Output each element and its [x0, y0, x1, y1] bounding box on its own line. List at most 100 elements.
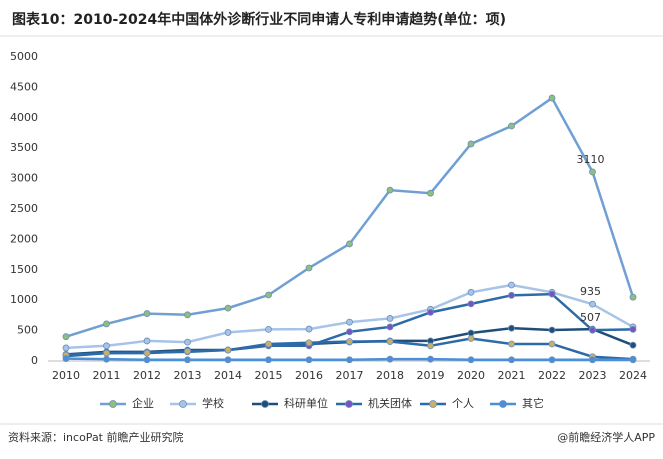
point: [62, 333, 70, 341]
point: [548, 356, 556, 364]
point: [184, 356, 191, 364]
point: [224, 304, 232, 312]
x-tick-label: 2022: [538, 369, 566, 382]
point: [224, 346, 232, 354]
point: [467, 335, 475, 342]
y-tick-label: 4000: [10, 111, 38, 124]
credit: @前瞻经济学人APP: [557, 430, 655, 444]
point: [467, 300, 475, 308]
legend-label: 其它: [522, 396, 544, 410]
point: [508, 122, 515, 130]
y-tick-label: 2500: [10, 202, 38, 215]
point: [467, 288, 475, 296]
point: [143, 356, 151, 364]
point: [346, 240, 353, 248]
y-tick-label: 500: [17, 324, 38, 337]
x-tick-label: 2017: [336, 369, 364, 382]
data-label: 507: [580, 311, 601, 324]
x-tick-label: 2014: [214, 369, 242, 382]
legend-label: 个人: [452, 397, 474, 410]
point: [508, 324, 515, 332]
point: [589, 326, 596, 334]
point: [548, 340, 556, 348]
y-tick-label: 3500: [10, 141, 38, 154]
point: [508, 281, 515, 289]
point: [386, 315, 394, 322]
point: [184, 347, 191, 355]
x-tick-label: 2012: [133, 369, 161, 382]
y-tick-label: 1000: [10, 293, 38, 306]
x-tick-label: 2021: [498, 369, 526, 382]
point: [386, 323, 394, 331]
point: [305, 264, 313, 272]
point: [143, 349, 151, 357]
x-tick-label: 2010: [52, 369, 80, 382]
point: [265, 291, 272, 299]
point: [629, 325, 637, 333]
point: [265, 356, 272, 364]
point: [548, 326, 556, 334]
point: [62, 355, 70, 362]
point: [103, 342, 110, 350]
point: [386, 338, 394, 345]
legend-marker: [345, 400, 353, 408]
y-tick-label: 1500: [10, 263, 38, 276]
point: [629, 293, 637, 301]
point: [386, 186, 394, 194]
legend-marker: [109, 400, 117, 408]
y-tick-label: 0: [31, 354, 38, 367]
data-label: 935: [580, 285, 601, 298]
point: [62, 344, 70, 352]
y-tick-label: 2000: [10, 232, 38, 245]
series-line: [65, 96, 635, 338]
point: [427, 189, 434, 197]
point: [143, 337, 151, 345]
point: [305, 325, 313, 333]
point: [508, 340, 515, 348]
point: [143, 310, 151, 317]
point: [305, 339, 313, 347]
point: [386, 355, 394, 363]
point: [346, 338, 353, 345]
point: [346, 356, 353, 364]
legend-label: 企业: [132, 396, 154, 410]
point: [346, 328, 353, 336]
point: [305, 356, 313, 364]
point: [103, 320, 110, 328]
point: [103, 355, 110, 363]
point: [427, 342, 434, 350]
point: [184, 338, 191, 346]
point: [589, 300, 596, 308]
source: 资料来源：incoPat 前瞻产业研究院: [8, 430, 184, 444]
legend-marker: [261, 400, 269, 408]
x-tick-label: 2015: [255, 369, 283, 382]
point: [629, 356, 637, 364]
x-tick-label: 2023: [579, 369, 607, 382]
point: [265, 325, 272, 333]
x-tick-label: 2019: [417, 369, 445, 382]
x-tick-label: 2016: [295, 369, 323, 382]
point: [629, 341, 637, 349]
point: [548, 290, 556, 298]
point: [103, 349, 110, 357]
x-tick-label: 2020: [457, 369, 485, 382]
x-tick-label: 2013: [174, 369, 202, 382]
point: [508, 291, 515, 299]
legend-marker: [429, 400, 437, 408]
y-tick-label: 3000: [10, 172, 38, 185]
y-tick-label: 4500: [10, 80, 38, 93]
point: [224, 329, 232, 336]
x-tick-label: 2018: [376, 369, 404, 382]
point: [427, 355, 434, 363]
legend-label: 机关团体: [368, 396, 412, 410]
x-tick-label: 2011: [93, 369, 121, 382]
y-tick-label: 5000: [10, 50, 38, 63]
point: [467, 140, 475, 148]
point: [224, 356, 232, 364]
point: [589, 356, 596, 364]
legend-label: 学校: [202, 396, 224, 410]
point: [467, 356, 475, 364]
x-tick-label: 2024: [619, 369, 647, 382]
point: [184, 311, 191, 319]
